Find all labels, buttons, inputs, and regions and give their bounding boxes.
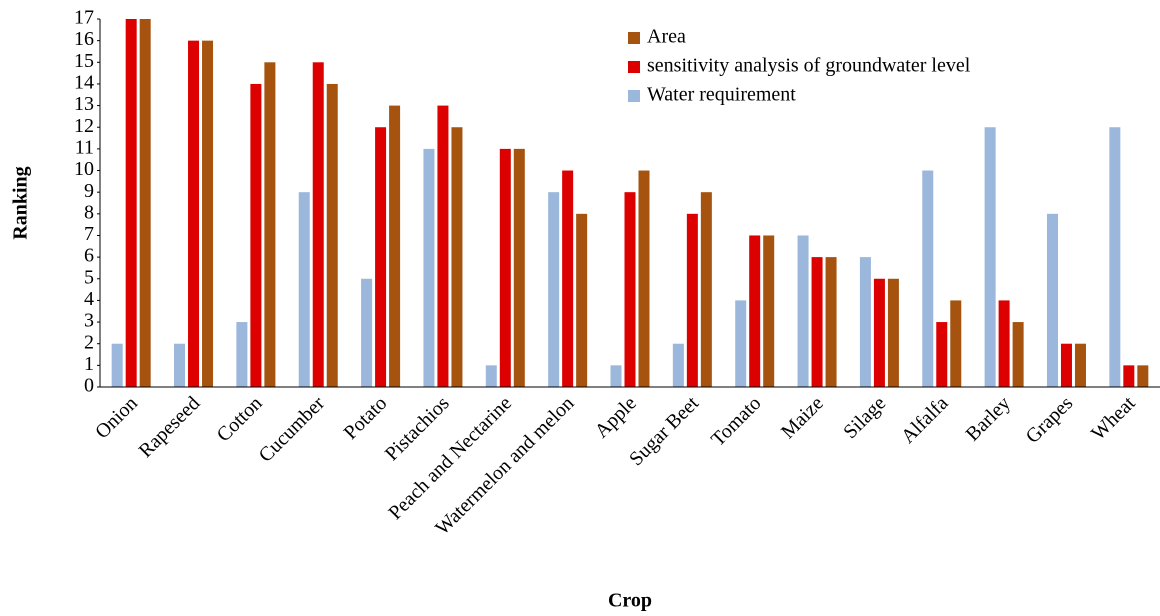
- bar: [1046, 213, 1058, 387]
- bar: [950, 300, 962, 387]
- x-tick-label: Barley: [962, 392, 1015, 445]
- bar: [984, 127, 996, 387]
- bar: [312, 62, 324, 387]
- bar: [202, 40, 214, 387]
- x-tick-label: Wheat: [1087, 392, 1140, 445]
- bar: [451, 127, 463, 387]
- y-tick-label: 0: [84, 375, 94, 397]
- bar: [825, 257, 837, 387]
- y-tick-label: 9: [84, 180, 94, 202]
- x-tick-label: Apple: [591, 392, 641, 442]
- x-tick-label: Cotton: [213, 392, 267, 446]
- bar: [887, 278, 899, 387]
- bar: [389, 105, 401, 388]
- x-tick-label: Potato: [340, 392, 392, 444]
- bar: [1012, 322, 1024, 387]
- bar: [236, 322, 248, 387]
- bar: [1109, 127, 1121, 387]
- x-tick-label: Tomato: [707, 392, 766, 451]
- bar: [811, 257, 823, 387]
- bar: [125, 19, 137, 387]
- x-tick-label: Onion: [91, 392, 142, 443]
- x-tick-label: Cucumber: [255, 392, 330, 467]
- y-tick-label: 4: [84, 288, 94, 310]
- y-tick-label: 17: [74, 7, 94, 29]
- y-tick-label: 6: [84, 245, 94, 267]
- y-tick-label: 15: [74, 50, 94, 72]
- legend-swatch: [628, 61, 640, 73]
- bar: [873, 278, 885, 387]
- bar: [298, 192, 310, 387]
- x-tick-label: Maize: [777, 392, 828, 443]
- bar: [1074, 343, 1086, 387]
- y-tick-label: 8: [84, 201, 94, 223]
- x-tick-label: Sugar Beet: [625, 392, 703, 470]
- bar: [638, 170, 650, 387]
- bar: [485, 365, 497, 387]
- x-tick-label: Rapeseed: [135, 392, 205, 462]
- bar: [139, 19, 151, 387]
- bar: [797, 235, 809, 387]
- y-tick-label: 1: [84, 353, 94, 375]
- bar: [174, 343, 186, 387]
- y-tick-label: 5: [84, 266, 94, 288]
- bar: [686, 213, 698, 387]
- bar: [763, 235, 775, 387]
- bar: [562, 170, 574, 387]
- bar: [735, 300, 747, 387]
- bar: [111, 343, 123, 387]
- bar: [326, 83, 338, 388]
- bar: [375, 127, 387, 387]
- bar: [1123, 365, 1135, 387]
- bar: [749, 235, 761, 387]
- y-tick-label: 14: [74, 72, 94, 94]
- bar: [264, 62, 276, 387]
- bar: [624, 192, 636, 387]
- bar: [423, 148, 435, 387]
- legend-label: Water requirement: [647, 84, 796, 106]
- y-tick-label: 11: [75, 136, 94, 158]
- bar: [672, 343, 684, 387]
- bar: [548, 192, 560, 387]
- y-tick-label: 10: [74, 158, 94, 180]
- bar: [513, 148, 525, 387]
- bar: [859, 257, 871, 387]
- bar: [1060, 343, 1072, 387]
- bar: [998, 300, 1010, 387]
- x-tick-label: Alfalfa: [897, 392, 953, 448]
- y-axis-title: Ranking: [10, 166, 32, 239]
- bar: [361, 278, 373, 387]
- bar: [1137, 365, 1149, 387]
- bar: [936, 322, 948, 387]
- y-tick-label: 13: [74, 93, 94, 115]
- legend-swatch: [628, 32, 640, 44]
- x-tick-label: Silage: [839, 392, 890, 443]
- legend-label: Area: [647, 26, 686, 48]
- x-axis-title: Crop: [608, 590, 652, 612]
- y-tick-label: 12: [74, 115, 94, 137]
- y-tick-label: 7: [84, 223, 94, 245]
- legend-label: sensitivity analysis of groundwater leve…: [647, 55, 971, 77]
- bar: [499, 148, 511, 387]
- x-tick-label: Grapes: [1022, 392, 1078, 448]
- y-tick-label: 16: [74, 28, 94, 50]
- legend-swatch: [628, 90, 640, 102]
- bar: [922, 170, 934, 387]
- bar: [610, 365, 622, 387]
- bar: [188, 40, 200, 387]
- bar: [576, 213, 588, 387]
- bar: [437, 105, 449, 388]
- bar: [250, 83, 262, 388]
- y-tick-label: 3: [84, 310, 94, 332]
- bar: [700, 192, 712, 387]
- y-tick-label: 2: [84, 331, 94, 353]
